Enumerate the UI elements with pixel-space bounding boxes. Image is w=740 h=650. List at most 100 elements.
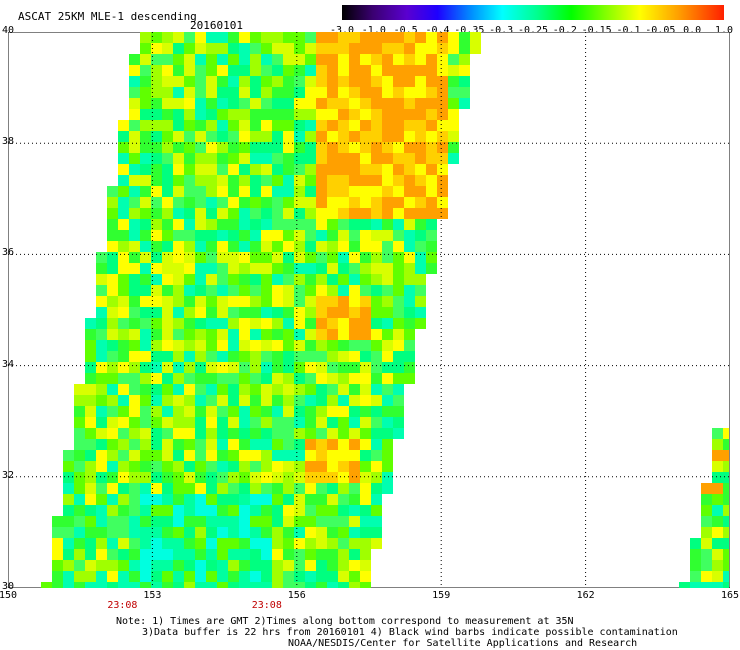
swath-cell bbox=[371, 98, 382, 109]
swath-cell bbox=[437, 197, 448, 208]
swath-cell bbox=[118, 549, 129, 560]
swath-cell bbox=[129, 241, 140, 252]
swath-cell bbox=[272, 472, 283, 483]
swath-cell bbox=[118, 263, 129, 274]
swath-cell bbox=[206, 461, 217, 472]
swath-cell bbox=[305, 252, 316, 263]
swath-cell bbox=[327, 98, 338, 109]
swath-cell bbox=[228, 384, 239, 395]
swath-cell bbox=[195, 98, 206, 109]
swath-cell bbox=[162, 153, 173, 164]
swath-cell bbox=[140, 285, 151, 296]
swath-cell bbox=[184, 43, 195, 54]
swath-cell bbox=[96, 417, 107, 428]
swath-cell bbox=[393, 395, 404, 406]
swath-cell bbox=[195, 197, 206, 208]
swath-cell bbox=[393, 32, 404, 43]
swath-cell bbox=[129, 120, 140, 131]
swath-cell bbox=[272, 329, 283, 340]
swath-cell bbox=[85, 450, 96, 461]
swath-cell bbox=[151, 406, 162, 417]
swath-cell bbox=[360, 406, 371, 417]
swath-cell bbox=[63, 560, 74, 571]
swath-cell bbox=[85, 439, 96, 450]
swath-cell bbox=[459, 98, 470, 109]
swath-cell bbox=[448, 142, 459, 153]
swath-cell bbox=[272, 406, 283, 417]
swath-cell bbox=[118, 142, 129, 153]
swath-cell bbox=[151, 384, 162, 395]
swath-cell bbox=[217, 472, 228, 483]
swath-cell bbox=[151, 296, 162, 307]
swath-cell bbox=[316, 549, 327, 560]
swath-cell bbox=[404, 252, 415, 263]
swath-cell bbox=[118, 472, 129, 483]
swath-cell bbox=[239, 516, 250, 527]
swath-cell bbox=[316, 483, 327, 494]
swath-cell bbox=[162, 384, 173, 395]
swath-cell bbox=[118, 208, 129, 219]
swath-cell bbox=[272, 197, 283, 208]
swath-cell bbox=[261, 153, 272, 164]
swath-cell bbox=[85, 461, 96, 472]
swath-cell bbox=[107, 230, 118, 241]
swath-cell bbox=[151, 395, 162, 406]
swath-cell bbox=[371, 252, 382, 263]
swath-cell bbox=[173, 142, 184, 153]
swath-cell bbox=[272, 219, 283, 230]
swath-cell bbox=[316, 560, 327, 571]
swath-cell bbox=[294, 428, 305, 439]
swath-cell bbox=[162, 549, 173, 560]
swath-cell bbox=[63, 516, 74, 527]
swath-cell bbox=[96, 549, 107, 560]
swath-cell bbox=[162, 527, 173, 538]
swath-cell bbox=[327, 76, 338, 87]
swath-cell bbox=[184, 384, 195, 395]
swath-cell bbox=[162, 263, 173, 274]
swath-cell bbox=[349, 527, 360, 538]
swath-cell bbox=[360, 197, 371, 208]
swath-cell bbox=[129, 329, 140, 340]
swath-cell bbox=[239, 571, 250, 582]
swath-cell bbox=[195, 285, 206, 296]
swath-cell bbox=[283, 164, 294, 175]
swath-cell bbox=[217, 417, 228, 428]
swath-cell bbox=[371, 76, 382, 87]
swath-cell bbox=[140, 329, 151, 340]
swath-cell bbox=[107, 428, 118, 439]
swath-cell bbox=[393, 175, 404, 186]
swath-cell bbox=[239, 87, 250, 98]
swath-cell bbox=[239, 65, 250, 76]
swath-cell bbox=[371, 417, 382, 428]
latitude-label: 40 bbox=[2, 25, 15, 36]
swath-cell bbox=[239, 340, 250, 351]
swath-cell bbox=[272, 384, 283, 395]
swath-cell bbox=[338, 318, 349, 329]
swath-cell bbox=[305, 153, 316, 164]
swath-cell bbox=[404, 285, 415, 296]
swath-cell bbox=[327, 450, 338, 461]
swath-cell bbox=[294, 384, 305, 395]
swath-cell bbox=[371, 296, 382, 307]
swath-cell bbox=[206, 219, 217, 230]
swath-cell bbox=[129, 362, 140, 373]
swath-cell bbox=[283, 252, 294, 263]
longitude-label: 156 bbox=[287, 590, 306, 601]
swath-cell bbox=[294, 505, 305, 516]
swath-cell bbox=[63, 472, 74, 483]
swath-cell bbox=[107, 571, 118, 582]
swath-cell bbox=[382, 197, 393, 208]
swath-cell bbox=[206, 351, 217, 362]
swath-cell bbox=[382, 406, 393, 417]
swath-cell bbox=[426, 241, 437, 252]
swath-cell bbox=[349, 43, 360, 54]
swath-cell bbox=[162, 142, 173, 153]
swath-cell bbox=[129, 285, 140, 296]
swath-cell bbox=[261, 450, 272, 461]
swath-cell bbox=[206, 164, 217, 175]
swath-cell bbox=[118, 164, 129, 175]
swath-cell bbox=[151, 549, 162, 560]
swath-cell bbox=[404, 373, 415, 384]
swath-cell bbox=[283, 428, 294, 439]
swath-cell bbox=[239, 560, 250, 571]
